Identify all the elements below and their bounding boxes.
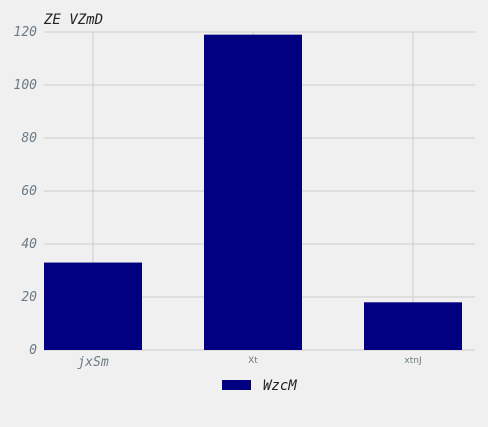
bars [44,34,462,351]
y-tick-label: 100 [14,78,38,93]
bar-jxSm [44,262,142,350]
y-tick-label: 40 [21,237,37,252]
y-tick-label: 60 [21,184,37,199]
bar-xtnJ [364,302,462,350]
y-tick-label: 80 [21,131,37,146]
x-tick-label: Xt [248,356,258,366]
x-tick-label: jxSm [77,355,108,370]
x-axis-ticks: jxSm Xt xtnJ [77,355,421,370]
legend-swatch [222,380,251,390]
x-tick-label: xtnJ [404,356,421,366]
y-tick-label: 20 [21,290,37,305]
legend-label: WzcM [263,378,297,394]
bar-Xt [204,34,302,351]
legend: WzcM [222,378,297,394]
chart-title: ZE VZmD [43,12,103,28]
y-tick-label: 120 [14,25,38,40]
y-tick-label: 0 [29,343,37,358]
y-axis-ticks: 0 20 40 60 80 100 120 [14,25,38,358]
